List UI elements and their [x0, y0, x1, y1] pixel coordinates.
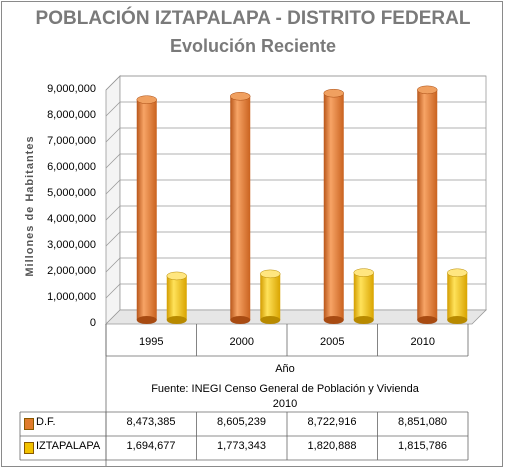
y-tick-label: 2,000,000 — [47, 265, 96, 277]
data-table-cell: 8,605,239 — [217, 416, 266, 428]
y-tick-label: 7,000,000 — [47, 135, 96, 147]
legend-label: IZTAPALAPA — [36, 440, 101, 452]
x-tick-label: 2005 — [320, 336, 345, 348]
bar-base — [417, 316, 438, 324]
data-table-cell: 8,722,916 — [307, 416, 357, 428]
data-table-cell: 1,773,343 — [217, 440, 266, 452]
y-tick-label: 6,000,000 — [47, 161, 96, 173]
bar-top — [166, 271, 187, 281]
data-table-cell: 1,694,677 — [126, 440, 176, 452]
legend-label: D.F. — [36, 416, 56, 428]
gridline-side — [105, 179, 121, 195]
bar-iztapalapa-2000 — [260, 273, 281, 320]
data-table-cell: 8,851,080 — [398, 416, 447, 428]
gridline-side — [105, 75, 121, 91]
gridline-side — [105, 153, 121, 169]
data-table-cell: 8,473,385 — [126, 416, 176, 428]
legend-swatch — [24, 442, 34, 454]
bar-top — [447, 268, 468, 278]
bar-df-2005 — [323, 93, 344, 320]
bar-base — [166, 316, 187, 324]
bar-df-1995 — [136, 99, 157, 321]
gridline-side — [105, 283, 121, 299]
y-tick-label: 0 — [89, 317, 96, 329]
bar-base — [136, 316, 157, 324]
bar-base — [230, 316, 251, 324]
y-tick-label: 1,000,000 — [47, 291, 96, 303]
bar-base — [260, 316, 281, 324]
bar-iztapalapa-1995 — [166, 275, 187, 320]
gridline-side — [105, 257, 121, 273]
data-table-cell: 1,815,786 — [398, 440, 447, 452]
bar-base — [447, 316, 468, 324]
data-table-cell: 1,820,888 — [307, 440, 357, 452]
y-tick-label: 9,000,000 — [47, 83, 96, 95]
floor — [105, 309, 487, 325]
bar-iztapalapa-2010 — [447, 272, 468, 320]
gridline-side — [105, 101, 121, 117]
bar-top — [417, 85, 438, 95]
y-tick-label: 5,000,000 — [47, 187, 96, 199]
bar-top — [136, 95, 157, 104]
source-note: Fuente: INEGI Censo General de Población… — [151, 383, 419, 410]
chart-title: POBLACIÓN IZTAPALAPA - DISTRITO FEDERAL — [35, 8, 471, 29]
y-tick-label: 8,000,000 — [47, 109, 96, 121]
x-axis-label: Año — [275, 363, 295, 375]
bar-top — [230, 92, 251, 101]
bar-top — [260, 269, 281, 279]
gridline-side — [105, 205, 121, 221]
bar-iztapalapa-2005 — [353, 272, 374, 320]
gridline-side — [105, 231, 121, 247]
bar-df-2000 — [230, 96, 251, 320]
bar-base — [323, 316, 344, 324]
bar-df-2010 — [417, 89, 438, 320]
bar-top — [353, 268, 374, 277]
chart-subtitle: Evolución Reciente — [169, 36, 337, 56]
gridline-side — [105, 127, 121, 143]
y-tick-label: 3,000,000 — [47, 239, 96, 251]
x-tick-label: 1995 — [139, 336, 164, 348]
bar-top — [323, 88, 344, 98]
y-tick-label: 4,000,000 — [47, 213, 96, 225]
bar-base — [353, 316, 374, 324]
legend-swatch — [24, 418, 34, 430]
side-wall — [105, 75, 121, 325]
x-tick-label: 2010 — [410, 336, 435, 348]
x-tick-label: 2000 — [229, 336, 254, 348]
